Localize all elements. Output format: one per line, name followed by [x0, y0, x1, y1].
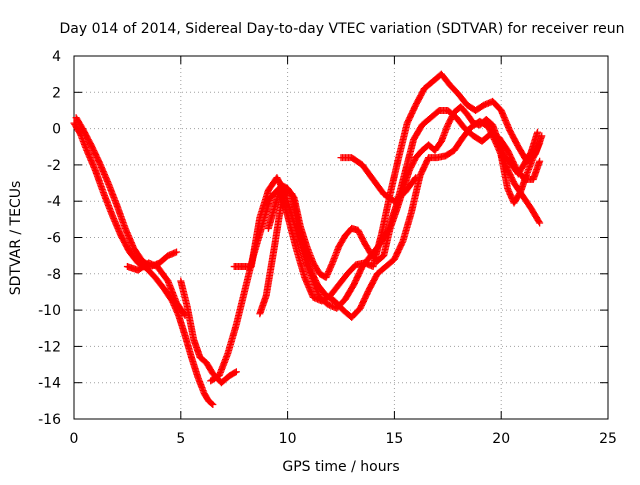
- series-track-3: [123, 259, 189, 320]
- data-point: [173, 248, 181, 256]
- axis-ticks: 0 5 10 15 20 25 -16 -14 -12 -10 -8 -6 -4 -2 0 2 4: [38, 49, 617, 447]
- x-tick-label: 0: [70, 431, 79, 447]
- series-track-9: [337, 154, 420, 205]
- data-point: [231, 369, 239, 377]
- y-tick-label: 2: [52, 85, 61, 101]
- data-point: [411, 175, 419, 183]
- data-point: [536, 157, 544, 165]
- data-points: [70, 70, 546, 408]
- chart-title: Day 014 of 2014, Sidereal Day-to-day VTE…: [59, 21, 624, 37]
- x-tick-label: 10: [279, 431, 297, 447]
- x-tick-label: 25: [599, 431, 617, 447]
- y-tick-label: -14: [38, 376, 61, 392]
- data-point: [536, 219, 544, 227]
- y-tick-label: -4: [47, 194, 61, 210]
- y-tick-label: -2: [47, 158, 61, 174]
- x-tick-label: 15: [385, 431, 403, 447]
- y-tick-label: 0: [52, 122, 61, 138]
- x-tick-label: 5: [176, 431, 185, 447]
- data-point: [535, 218, 543, 226]
- data-point: [412, 174, 420, 182]
- y-tick-label: -6: [47, 231, 61, 247]
- x-axis-label: GPS time / hours: [282, 459, 399, 475]
- y-tick-label: -12: [38, 339, 61, 355]
- y-tick-label: 4: [52, 49, 61, 65]
- y-tick-label: -10: [38, 303, 61, 319]
- series-track-10: [497, 139, 544, 207]
- series-track-1: [70, 119, 217, 408]
- y-axis-label: SDTVAR / TECUs: [8, 181, 24, 296]
- y-tick-label: -16: [38, 412, 61, 428]
- data-point: [209, 400, 217, 408]
- data-point: [536, 139, 544, 147]
- data-point: [534, 128, 542, 136]
- x-tick-label: 20: [492, 431, 510, 447]
- series-track-8: [264, 103, 542, 281]
- data-point: [232, 368, 240, 376]
- data-point: [208, 400, 216, 408]
- y-tick-label: -8: [47, 267, 61, 283]
